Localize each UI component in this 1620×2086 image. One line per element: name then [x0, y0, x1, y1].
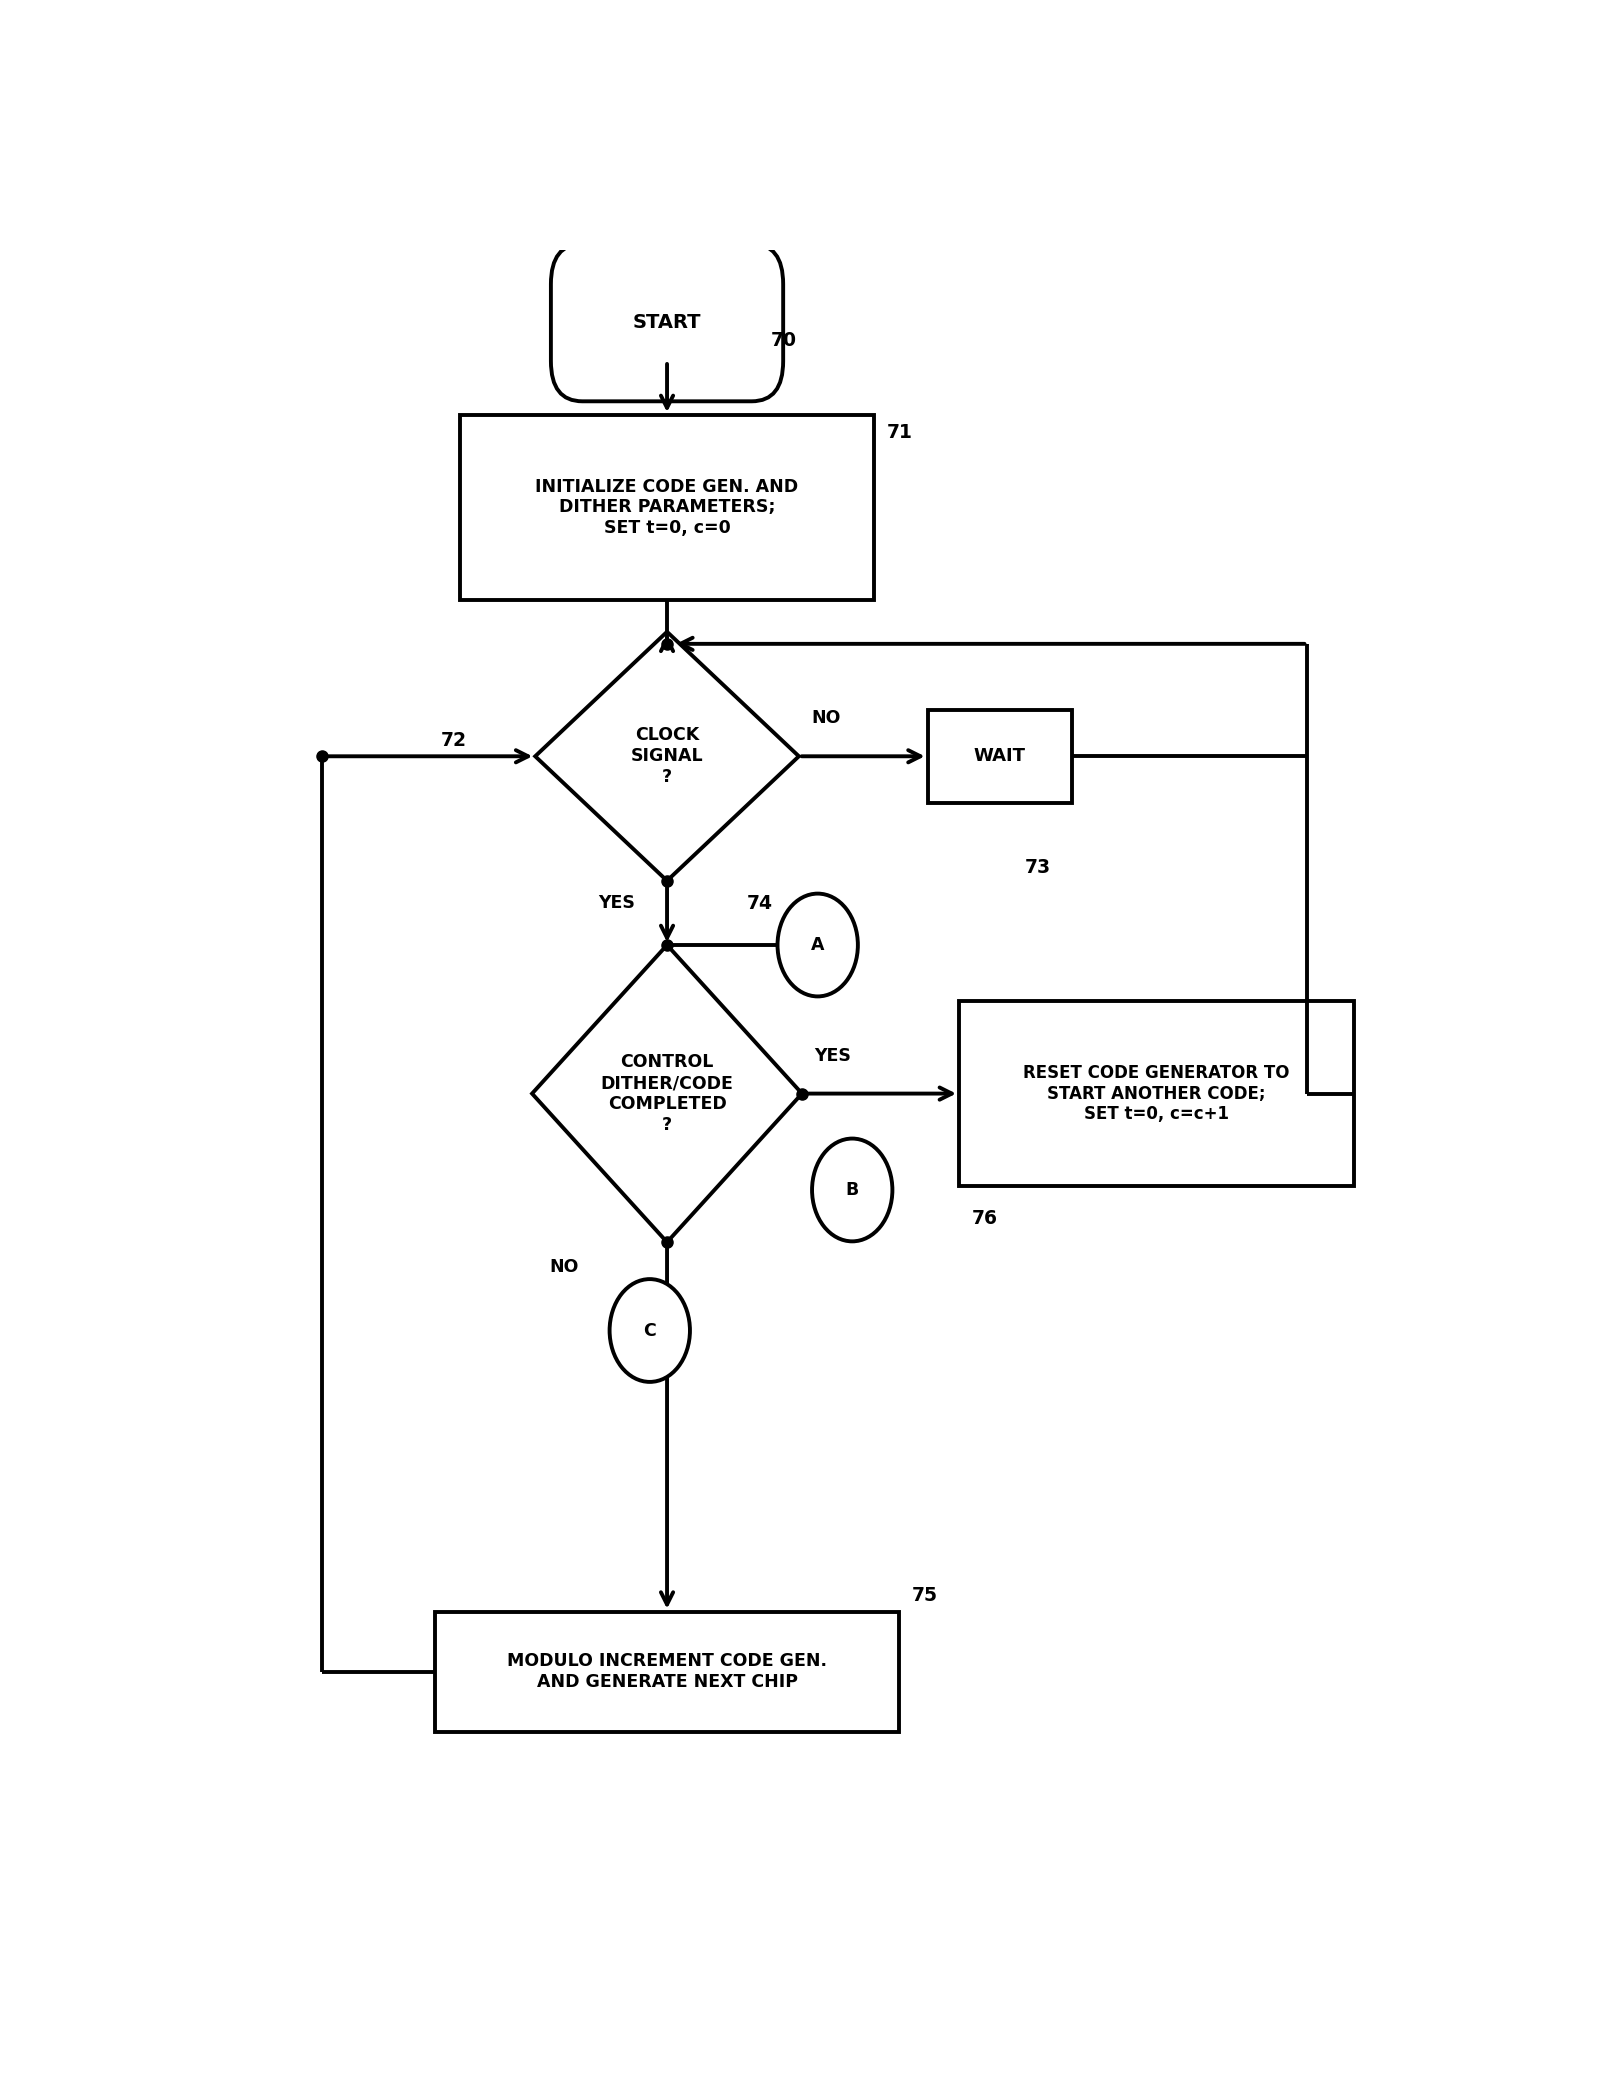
Text: 72: 72 [441, 730, 467, 749]
Circle shape [609, 1279, 690, 1381]
Bar [928, 709, 1072, 803]
Circle shape [778, 893, 859, 997]
Text: CONTROL
DITHER/CODE
COMPLETED
?: CONTROL DITHER/CODE COMPLETED ? [601, 1053, 734, 1135]
Text: C: C [643, 1323, 656, 1339]
Text: YES: YES [598, 893, 635, 912]
Text: 71: 71 [886, 423, 912, 442]
Text: 74: 74 [747, 895, 773, 914]
Text: A: A [812, 937, 825, 953]
Text: 75: 75 [912, 1585, 938, 1604]
Text: B: B [846, 1181, 859, 1199]
FancyBboxPatch shape [551, 244, 782, 401]
Text: CLOCK
SIGNAL
?: CLOCK SIGNAL ? [630, 726, 703, 786]
Polygon shape [531, 945, 802, 1241]
Text: START: START [633, 313, 701, 332]
Bar [434, 1612, 899, 1731]
Text: MODULO INCREMENT CODE GEN.
AND GENERATE NEXT CHIP: MODULO INCREMENT CODE GEN. AND GENERATE … [507, 1652, 828, 1692]
Circle shape [812, 1139, 893, 1241]
Text: 70: 70 [771, 332, 797, 350]
Text: NO: NO [549, 1258, 580, 1277]
Text: INITIALIZE CODE GEN. AND
DITHER PARAMETERS;
SET t=0, c=0: INITIALIZE CODE GEN. AND DITHER PARAMETE… [536, 478, 799, 536]
Polygon shape [535, 632, 799, 880]
Bar [460, 415, 875, 599]
Text: YES: YES [815, 1047, 852, 1064]
Text: WAIT: WAIT [974, 747, 1025, 766]
Text: 73: 73 [1025, 857, 1051, 876]
Text: 76: 76 [972, 1208, 998, 1227]
Text: RESET CODE GENERATOR TO
START ANOTHER CODE;
SET t=0, c=c+1: RESET CODE GENERATOR TO START ANOTHER CO… [1024, 1064, 1290, 1124]
Bar [959, 1001, 1354, 1187]
Text: NO: NO [812, 709, 841, 728]
